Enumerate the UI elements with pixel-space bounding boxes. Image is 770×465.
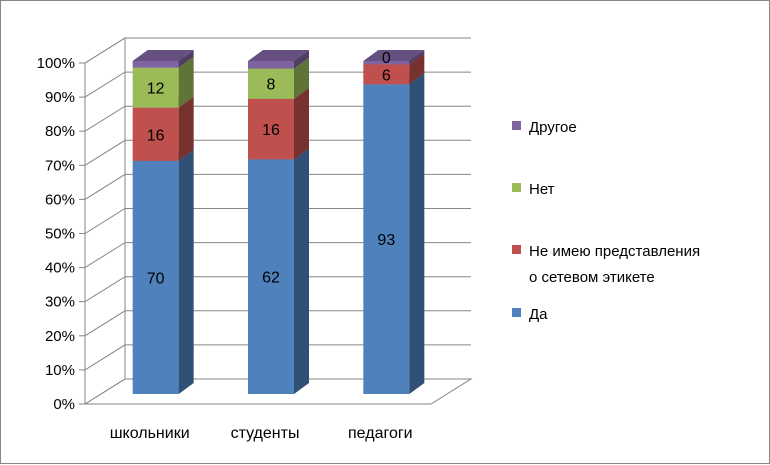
data-label: 16 (262, 122, 280, 139)
x-axis-categories: школьники студенты педагоги (110, 425, 413, 442)
bar-front-face (132, 67, 179, 108)
data-label: 8 (267, 77, 276, 94)
bar-side-face (294, 57, 309, 99)
legend-swatch (512, 308, 521, 317)
y-tick-label: 20% (45, 328, 75, 345)
y-tick-label: 70% (45, 157, 75, 174)
bar-front-face (248, 98, 294, 160)
bar-side-face (178, 50, 194, 68)
y-tick-label: 60% (45, 191, 75, 208)
bar-front-face (248, 68, 294, 99)
gridline (84, 173, 471, 200)
bar-front-face (132, 61, 179, 68)
legend-swatch (512, 183, 521, 192)
legend-label: Да (529, 306, 548, 323)
bar-side-face (178, 56, 194, 108)
bar-front-face (132, 107, 179, 161)
bar-front-face (248, 159, 294, 394)
bar-front-face (363, 64, 410, 85)
gridline (84, 378, 471, 405)
y-tick-label: 100% (37, 55, 75, 72)
legend-swatch (512, 245, 521, 254)
bar-segment (248, 148, 309, 394)
bar-front-face (132, 160, 179, 394)
y-axis-ticks: 0% 10% 20% 30% 40% 50% 60% 70% 80% 90% 100% (37, 55, 85, 413)
data-label: 6 (382, 67, 391, 84)
data-labels: 70 16 12 62 16 8 93 60 (147, 50, 396, 287)
gridline (84, 276, 471, 303)
gridline (84, 310, 471, 337)
bar-top-face (363, 50, 425, 61)
legend-label: Другое (529, 119, 577, 136)
legend-label: Нет (529, 181, 555, 198)
y-tick-label: 0% (53, 396, 75, 413)
gridline (84, 139, 471, 166)
bar-top-face (132, 50, 194, 61)
bar-top-face (248, 50, 309, 61)
data-label: 62 (262, 270, 280, 287)
bar-side-face (178, 96, 194, 161)
gridline (84, 344, 471, 371)
bar-side-face (409, 50, 425, 65)
bar-side-face (178, 149, 194, 394)
legend-label: о сетевом этикете (529, 269, 655, 286)
legend: Другое Нет Не имею представления о сетевом … (512, 119, 700, 323)
bar-side-face (294, 148, 309, 394)
data-label: 70 (147, 270, 165, 287)
gridline (84, 37, 471, 64)
bar-segment (363, 50, 425, 65)
bar-side-face (294, 87, 309, 160)
gridline (84, 242, 471, 269)
y-tick-label: 10% (45, 362, 75, 379)
legend-swatch (512, 121, 521, 130)
bar-segment (132, 56, 194, 108)
y-tick-label: 80% (45, 123, 75, 140)
gridline (84, 208, 471, 234)
y-tick-label: 40% (45, 260, 75, 277)
y-tick-label: 30% (45, 294, 75, 311)
data-label: 16 (147, 127, 165, 144)
data-label: 93 (377, 232, 395, 249)
data-label: 0 (382, 50, 391, 67)
bars (132, 50, 425, 394)
x-category-label: педагоги (348, 425, 413, 442)
bar-front-face (363, 61, 410, 65)
bar-segment (248, 50, 309, 69)
bar-segment (132, 50, 194, 68)
bar-side-face (409, 53, 425, 85)
x-category-label: студенты (231, 425, 300, 442)
x-category-label: школьники (110, 425, 190, 442)
y-tick-label: 90% (45, 89, 75, 106)
data-label: 12 (147, 81, 165, 98)
gridlines (84, 37, 471, 405)
gridline (84, 105, 471, 132)
legend-label: Не имею представления (529, 243, 700, 260)
bar-side-face (409, 73, 425, 394)
bar-segment (363, 73, 425, 394)
gridline (84, 71, 471, 98)
y-tick-label: 50% (45, 226, 75, 243)
bar-side-face (294, 50, 309, 69)
bar-front-face (248, 61, 294, 69)
bar-front-face (363, 84, 410, 394)
